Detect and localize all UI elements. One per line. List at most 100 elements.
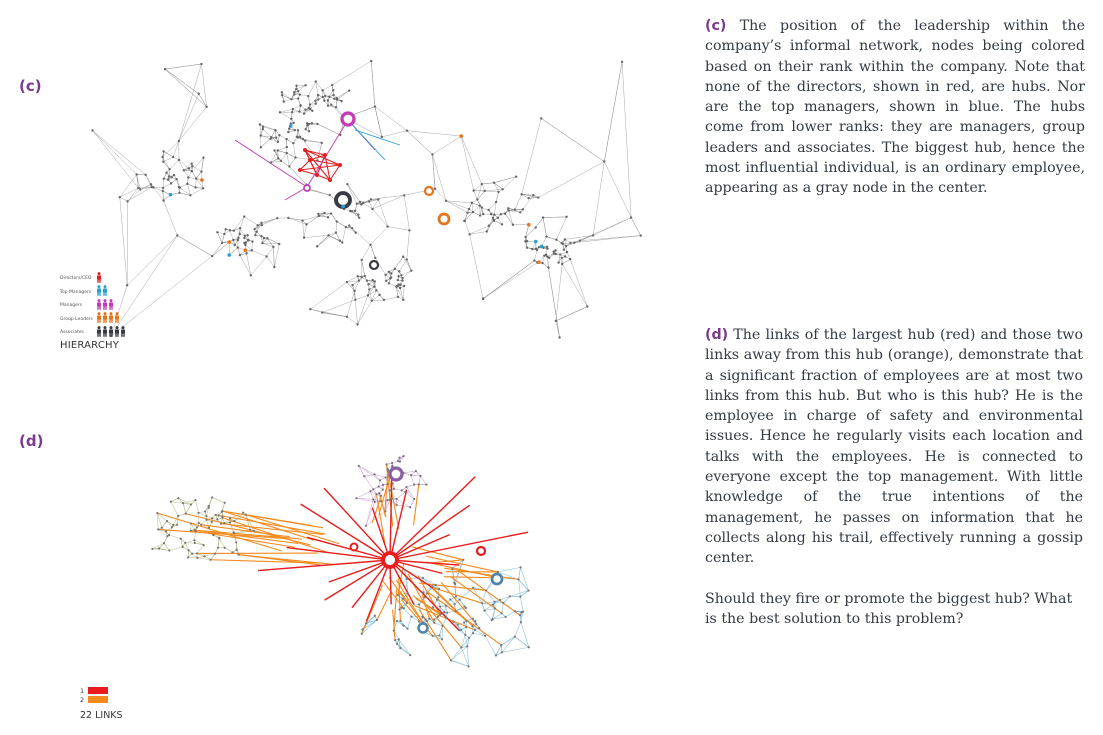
edge: [370, 226, 388, 245]
edge-hub-link: [328, 559, 391, 583]
node: [202, 156, 205, 159]
node: [366, 294, 370, 297]
node: [396, 278, 399, 282]
edge: [497, 567, 521, 573]
edge: [514, 622, 522, 637]
node: [220, 510, 223, 514]
node: [379, 500, 383, 503]
node: [443, 610, 446, 614]
node: [397, 638, 400, 641]
node: [243, 242, 247, 245]
node: [228, 517, 232, 520]
edge: [520, 611, 524, 623]
edge: [281, 92, 292, 100]
node: [482, 297, 485, 300]
node: [331, 89, 335, 92]
edge: [521, 118, 542, 195]
edge: [180, 538, 183, 547]
node: [246, 233, 249, 237]
node: [189, 503, 193, 506]
node: [573, 241, 576, 244]
edge: [212, 497, 225, 504]
node: [279, 159, 283, 163]
node: [546, 247, 549, 250]
edge: [307, 81, 316, 97]
node: [399, 619, 402, 623]
edge-hub-link: [389, 559, 460, 566]
node: [445, 616, 448, 619]
node: [202, 543, 205, 547]
edge-two-hop: [386, 464, 394, 527]
node: [490, 619, 493, 622]
node: [453, 603, 456, 606]
node: [491, 603, 494, 606]
links-legend-swatch: [88, 696, 108, 703]
edge: [204, 553, 216, 557]
node: [233, 243, 236, 247]
node: [317, 98, 320, 101]
person-icon: [103, 285, 107, 297]
edge: [178, 497, 192, 505]
edge-two-hop: [421, 594, 430, 619]
edge: [461, 647, 469, 667]
edge: [484, 189, 503, 192]
links-legend-swatch: [88, 687, 108, 694]
hub-blue: [417, 622, 429, 634]
node: [493, 213, 496, 217]
hub-associate: [368, 259, 380, 271]
caption-c: (c) The position of the leadership withi…: [705, 16, 1085, 199]
node: [480, 206, 483, 209]
edge: [292, 105, 301, 110]
node: [386, 225, 389, 228]
node: [603, 160, 606, 163]
edge: [178, 63, 202, 142]
edge: [187, 183, 191, 196]
caption-c-text: The position of the leadership within th…: [705, 18, 1086, 197]
node: [501, 188, 504, 191]
node: [402, 607, 405, 610]
edge: [280, 160, 290, 167]
node: [395, 497, 398, 500]
edge: [299, 94, 309, 97]
node: [525, 246, 529, 249]
node: [292, 121, 295, 124]
node: [493, 607, 497, 610]
node: [210, 517, 214, 520]
node: [434, 583, 437, 587]
node: [471, 617, 474, 620]
edge: [136, 174, 139, 189]
node: [413, 497, 416, 501]
node: [466, 645, 469, 648]
node: [238, 253, 242, 257]
edge: [522, 195, 534, 210]
node: [546, 255, 549, 258]
edge: [521, 194, 534, 196]
edge: [592, 161, 605, 236]
nodes-c: [91, 59, 642, 339]
edge: [302, 220, 305, 238]
node: [378, 479, 382, 482]
edge: [297, 137, 306, 141]
node: [205, 518, 208, 521]
node: [527, 589, 530, 592]
edge: [187, 550, 189, 558]
edge: [461, 637, 470, 648]
hierarchy-legend: Directors/CEO Top Managers Managers Group L…: [60, 271, 126, 351]
edge: [604, 161, 632, 218]
node: [317, 212, 320, 216]
edge: [503, 596, 511, 604]
node: [378, 293, 381, 297]
edge: [279, 108, 293, 113]
edge: [224, 518, 231, 524]
node: [164, 530, 168, 533]
edge-hub-link: [389, 504, 471, 561]
caption-d-label: (d): [705, 327, 729, 343]
node: [365, 622, 368, 625]
edge: [164, 68, 199, 94]
node: [274, 128, 277, 132]
edge: [434, 188, 447, 201]
node: [417, 483, 420, 486]
edge: [464, 627, 467, 635]
node: [369, 490, 372, 493]
edge: [318, 213, 332, 217]
